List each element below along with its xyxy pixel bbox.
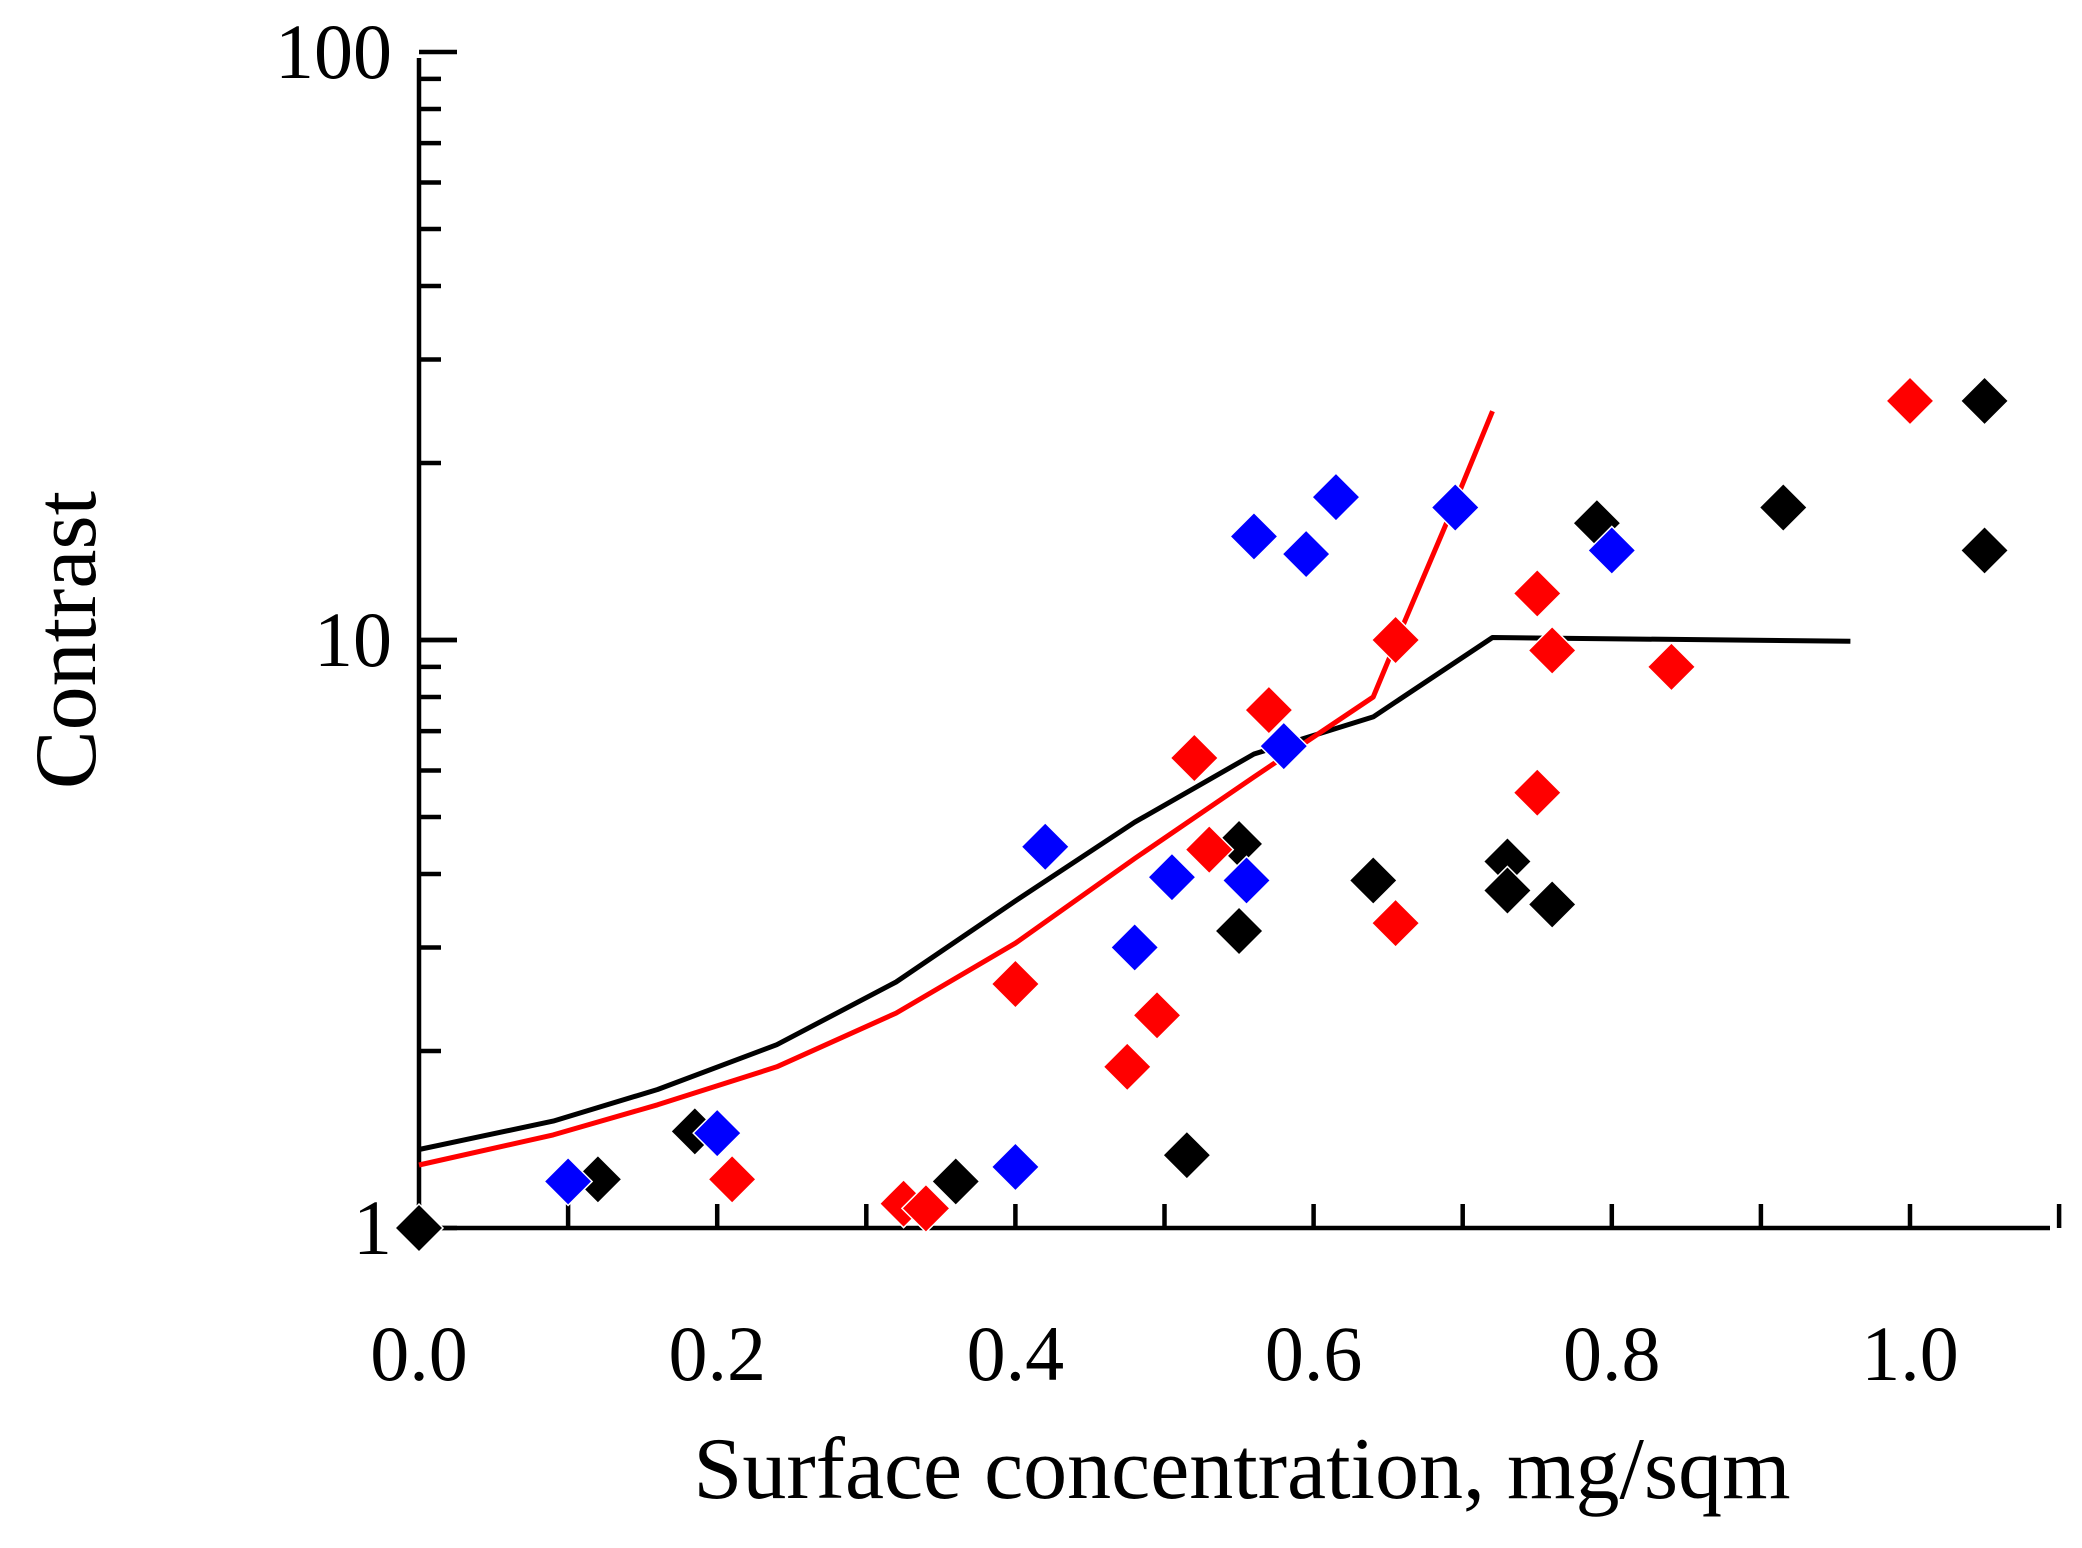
blue-diamond-point [1020, 821, 1071, 872]
red-diamond-point [1512, 767, 1563, 818]
blue-diamond-point [1109, 922, 1160, 973]
red-diamond-point [1169, 732, 1220, 784]
black-diamond-point [1959, 525, 2010, 576]
blue-diamond-point [1228, 511, 1280, 562]
black-diamond-point [1348, 855, 1399, 906]
blue-diamond-point [1281, 529, 1332, 580]
red-diamond-point [990, 958, 1041, 1010]
x-tick-label: 1.0 [1861, 1310, 1959, 1397]
x-tick-label: 0.8 [1563, 1310, 1661, 1397]
black-diamond-point [1527, 879, 1578, 930]
blue-diamond-point [1586, 525, 1637, 576]
blue-diamond-point [1146, 852, 1198, 903]
black-diamond-point [1213, 905, 1265, 957]
x-tick-label: 0.6 [1265, 1310, 1363, 1397]
blue-diamond-point [1221, 855, 1272, 906]
red-diamond-point [1370, 614, 1421, 666]
red-diamond-point [1884, 375, 1936, 427]
red-diamond-point [1102, 1041, 1153, 1092]
blue-diamond-point [692, 1108, 743, 1159]
red-diamond-point [1512, 568, 1563, 619]
x-axis-title: Surface concentration, mg/sqm [693, 1421, 1790, 1518]
blue-diamond-point [543, 1156, 594, 1207]
black-diamond-point [1161, 1130, 1212, 1181]
tick-labels: 0.0 0.2 0.4 0.6 0.8 1.0 1 10 100 [275, 8, 1959, 1397]
axes [416, 49, 2062, 1231]
fit-lines [418, 410, 1851, 1168]
y-tick-label: 100 [275, 8, 392, 95]
red-diamond-point [1243, 685, 1294, 736]
y-tick-label: 10 [314, 596, 392, 683]
blue-diamond-point [1310, 472, 1362, 523]
x-tick-label: 0.4 [967, 1310, 1065, 1397]
y-tick-label: 1 [353, 1184, 392, 1271]
blue-diamond-point [1258, 721, 1309, 772]
x-tick-label: 0.2 [668, 1310, 766, 1397]
black-diamond-point [393, 1202, 445, 1254]
black-diamond-point [1482, 865, 1533, 916]
y-axis-title: Contrast [18, 491, 115, 789]
x-tick-label: 0.0 [370, 1310, 468, 1397]
black-curve [418, 635, 1851, 1152]
red-diamond-point [1527, 625, 1578, 676]
data-points [393, 375, 2010, 1254]
blue-diamond-point [1430, 482, 1481, 533]
red-diamond-point [1184, 824, 1235, 875]
red-diamond-point [1646, 641, 1697, 692]
blue-diamond-point [990, 1141, 1041, 1193]
red-diamond-point [1131, 990, 1183, 1041]
red-curve [418, 410, 1495, 1168]
black-diamond-point [930, 1156, 981, 1207]
black-diamond-point [1959, 375, 2010, 427]
red-diamond-point [1370, 898, 1421, 949]
black-diamond-point [1758, 482, 1809, 533]
red-diamond-point [900, 1183, 952, 1234]
red-diamond-point [707, 1154, 758, 1205]
